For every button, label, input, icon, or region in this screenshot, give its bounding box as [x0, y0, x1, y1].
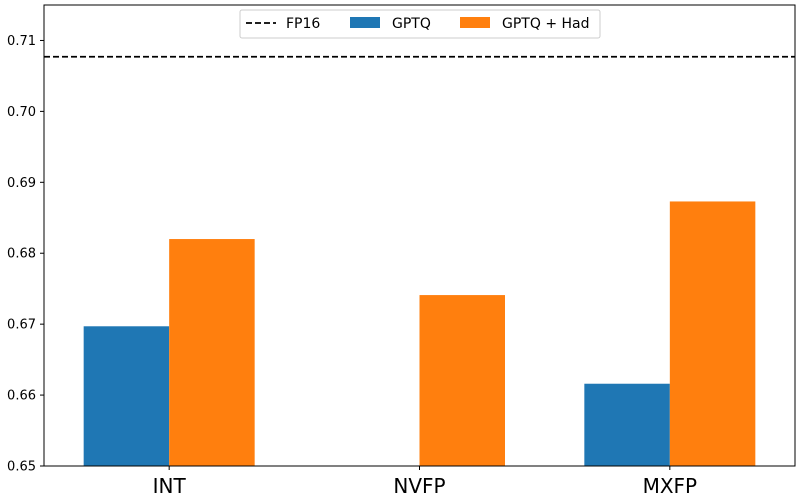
legend-gptq-had-label: GPTQ + Had: [502, 16, 590, 32]
bar-gptq-mxfp: [584, 383, 670, 466]
y-tick-label: 0.71: [7, 34, 36, 49]
x-category-label: NVFP: [393, 474, 445, 498]
bars-group: [83, 201, 756, 467]
legend: FP16 GPTQ GPTQ + Had: [239, 9, 601, 39]
legend-gptq-label: GPTQ: [392, 16, 431, 32]
bar-gptq-had-int: [169, 239, 255, 466]
y-tick-label: 0.68: [7, 247, 36, 262]
legend-fp16-label: FP16: [286, 16, 320, 32]
bar-gptq-int: [83, 326, 170, 466]
plot-frame: [43, 4, 796, 467]
x-category-label: INT: [153, 474, 187, 498]
legend-gptq-had-swatch: [460, 17, 490, 28]
bar-gptq-had-mxfp: [669, 201, 756, 467]
legend-box: [239, 9, 601, 39]
y-tick-label: 0.69: [7, 176, 36, 191]
bar-gptq-had-nvfp: [419, 295, 505, 466]
y-tick-label: 0.70: [7, 105, 36, 120]
y-axis: 0.65 0.66 0.67 0.68 0.69 0.70 0.71: [7, 34, 44, 475]
y-tick-label: 0.67: [7, 318, 36, 333]
legend-gptq-swatch: [350, 17, 380, 28]
y-tick-label: 0.66: [7, 389, 36, 404]
x-category-label: MXFP: [643, 474, 698, 498]
x-axis: INT NVFP MXFP: [153, 466, 697, 498]
y-tick-label: 0.65: [7, 460, 36, 475]
